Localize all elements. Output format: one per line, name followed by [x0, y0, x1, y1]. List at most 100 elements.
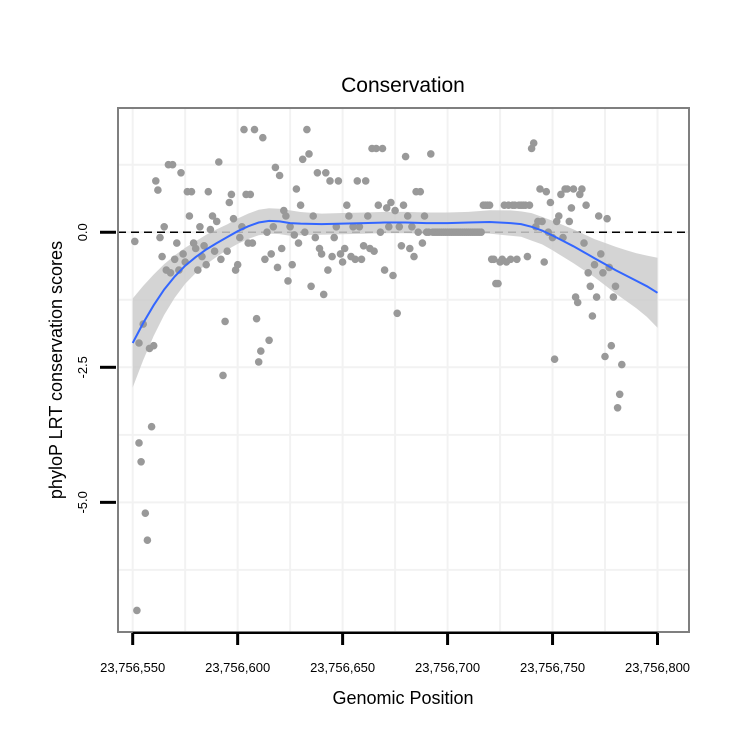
data-point: [378, 144, 387, 153]
data-point: [309, 212, 318, 220]
data-point: [601, 352, 609, 361]
data-point: [414, 228, 423, 236]
data-point: [252, 314, 261, 323]
data-point: [420, 212, 429, 220]
data-point: [259, 133, 267, 142]
data-point: [399, 201, 408, 209]
data-point: [141, 509, 150, 517]
y-tick-label: 0.0: [75, 223, 90, 241]
data-point: [613, 404, 622, 412]
data-point: [267, 250, 276, 258]
data-point: [313, 169, 322, 177]
data-point: [200, 242, 208, 250]
data-point: [565, 217, 574, 226]
data-point: [191, 244, 200, 253]
data-point: [135, 439, 143, 447]
data-point: [135, 339, 143, 347]
data-point: [338, 258, 347, 266]
data-point: [353, 177, 362, 185]
data-point: [355, 223, 364, 231]
data-point: [336, 250, 345, 258]
x-tick-label: 23,756,600: [205, 660, 270, 675]
data-point: [303, 125, 311, 134]
data-point: [305, 150, 313, 158]
data-point: [196, 223, 204, 231]
data-point: [187, 187, 196, 196]
data-point: [311, 233, 320, 242]
x-axis-label: Genomic Position: [332, 688, 473, 708]
data-point: [210, 247, 219, 255]
data-point: [618, 360, 626, 369]
data-point: [597, 250, 605, 258]
data-point: [131, 237, 139, 246]
data-point: [599, 269, 607, 277]
data-point: [393, 309, 402, 318]
data-point: [395, 223, 404, 231]
data-point: [603, 214, 611, 223]
data-point: [391, 206, 399, 215]
data-point: [261, 255, 269, 264]
data-point: [389, 271, 397, 280]
data-point: [324, 266, 332, 274]
data-point: [185, 212, 194, 220]
data-point: [277, 244, 286, 253]
data-point: [212, 217, 221, 226]
x-tick-label: 23,756,700: [415, 660, 480, 675]
data-point: [513, 255, 521, 264]
data-point: [569, 185, 578, 193]
data-point: [370, 247, 378, 255]
data-point: [523, 252, 532, 261]
data-point: [372, 144, 381, 153]
data-point: [173, 239, 181, 247]
data-point: [403, 212, 412, 220]
data-point: [177, 169, 185, 177]
data-point: [408, 223, 416, 231]
data-point: [154, 186, 162, 194]
data-point: [248, 239, 257, 247]
data-point: [401, 152, 410, 161]
data-point: [168, 160, 177, 169]
x-axis: 23,756,550 23,756,600 23,756,650 23,756,700…: [100, 632, 690, 675]
data-point: [286, 223, 294, 231]
data-point: [208, 212, 217, 220]
data-point: [345, 212, 353, 220]
data-point: [397, 242, 406, 250]
data-point: [332, 223, 341, 231]
data-point: [221, 317, 229, 326]
data-point: [340, 244, 349, 253]
data-point: [223, 247, 231, 255]
data-point: [319, 290, 328, 299]
data-point: [542, 187, 551, 196]
y-tick-label: -5.0: [75, 491, 90, 513]
data-point: [578, 185, 586, 193]
data-point: [385, 223, 393, 231]
data-point: [215, 158, 223, 166]
data-point: [382, 204, 391, 212]
data-point: [273, 263, 282, 272]
data-point: [406, 244, 414, 253]
data-point: [557, 190, 565, 199]
data-point: [307, 282, 315, 291]
data-point: [233, 260, 242, 269]
data-point: [592, 293, 601, 301]
data-point: [334, 177, 343, 185]
data-point: [590, 260, 599, 269]
data-point: [317, 250, 326, 258]
data-point: [257, 347, 265, 355]
data-point: [416, 187, 425, 196]
x-tick-label: 23,756,650: [310, 660, 375, 675]
data-point: [158, 252, 166, 261]
y-axis-label: phyloP LRT conservation scores: [46, 241, 66, 499]
data-point: [611, 282, 620, 291]
data-point: [359, 242, 368, 250]
data-point: [525, 201, 534, 209]
data-point: [288, 260, 297, 269]
data-point: [269, 223, 278, 231]
data-point: [582, 201, 590, 209]
data-point: [550, 355, 559, 364]
data-point: [529, 139, 538, 147]
data-point: [236, 233, 244, 242]
data-point: [137, 458, 145, 466]
data-point: [322, 169, 330, 177]
